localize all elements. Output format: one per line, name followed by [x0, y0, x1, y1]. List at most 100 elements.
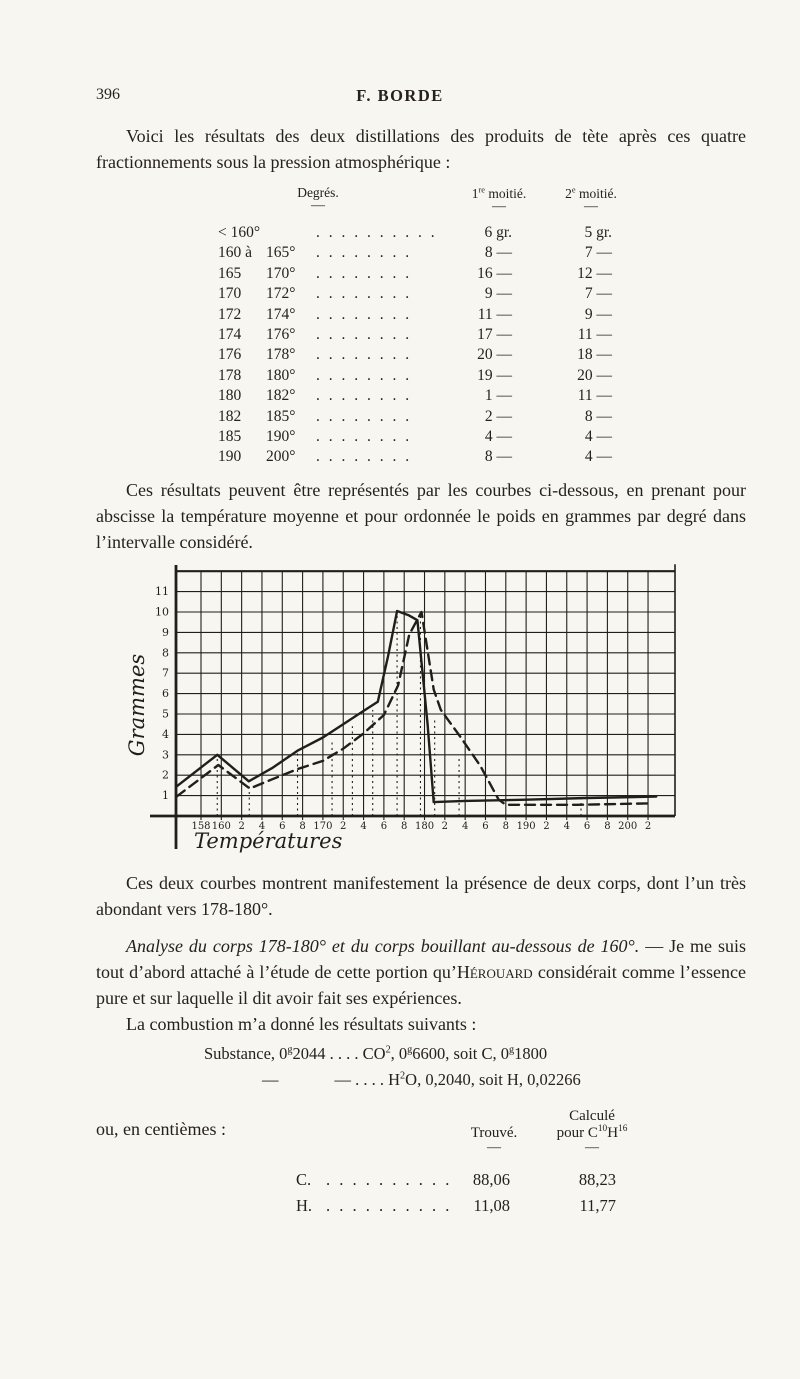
first-half-value: 20 — — [477, 346, 512, 364]
first-half-value: 6 gr. — [484, 224, 512, 241]
degrees-from: 176 — [218, 346, 242, 364]
degrees-to: 174° — [266, 305, 296, 323]
chart-intro-paragraph: Ces résultats peuvent être représentés p… — [96, 479, 746, 552]
table-row: 174 176° . . . . . . . . 17 — 11 — — [218, 325, 800, 345]
first-half-value: 2 — — [484, 407, 512, 425]
column-header-degrees: Degrés. — — [297, 185, 339, 213]
degrees-to: 165° — [266, 244, 296, 262]
svg-text:8: 8 — [401, 821, 407, 832]
second-half-value: 7 — — [584, 244, 612, 262]
trouve-value: 11,08 — [473, 1195, 510, 1215]
gram-superscript: g — [287, 1044, 293, 1056]
second-half-value: 9 — — [584, 305, 612, 323]
combustion-text: Substance, 0 — [204, 1043, 288, 1063]
herouard-name: Hérouard — [456, 961, 533, 982]
svg-text:6: 6 — [279, 821, 285, 832]
intro-paragraph: Voici les résultats des deux distillatio… — [96, 126, 746, 172]
header-rule: — — [584, 199, 598, 214]
column-header-calcule: Calculé pour C10H16— — [556, 1107, 628, 1155]
dot-leader: . . . . . . . . — [316, 264, 412, 282]
first-half-header-label: 1re moitié. — [471, 185, 527, 201]
degrees-to: 185° — [266, 407, 296, 425]
svg-text:8: 8 — [162, 646, 169, 659]
svg-text:6: 6 — [482, 821, 488, 832]
dot-leader: . . . . . . . . — [316, 346, 412, 364]
first-half-value: 9 — — [484, 285, 512, 303]
svg-text:Températures: Températures — [194, 829, 343, 853]
element-label: H. — [296, 1195, 313, 1215]
analysis-text: — Je me suis tout d’abord attaché à l’ét… — [96, 935, 746, 982]
svg-text:8: 8 — [503, 821, 509, 832]
element-label: C. — [296, 1169, 312, 1189]
ditto-dash: — — [334, 1069, 352, 1089]
analysis-paragraph: Analyse du corps 178-180° et du corps bo… — [96, 933, 746, 1011]
dot-leader: . . . . . . . . — [316, 407, 412, 425]
header-rule: — — [310, 198, 325, 213]
svg-text:200: 200 — [618, 821, 637, 832]
svg-text:1: 1 — [162, 789, 169, 802]
calcule-label: Calculé — [569, 1107, 615, 1124]
column-header-trouve: Trouvé. — — [470, 1124, 518, 1155]
first-half-value: 19 — — [477, 366, 512, 384]
svg-text:Grammes: Grammes — [125, 653, 149, 756]
calcule-value: 11,77 — [579, 1195, 616, 1215]
second-half-value: 11 — — [577, 387, 612, 405]
percentages-section: ou, en centièmes : Trouvé. — Calculé pour … — [0, 1101, 800, 1251]
svg-text:170: 170 — [313, 821, 332, 832]
degrees-from: 170 — [218, 285, 242, 303]
svg-text:7: 7 — [162, 667, 169, 680]
percentages-table: C. . . . . . . . . . . . . 88,06 88,23 H. . … — [0, 1101, 800, 1219]
dot-leader: . . . . . . . . — [316, 305, 412, 323]
svg-text:2: 2 — [162, 769, 169, 782]
dot-leader: . . . . . . . . — [316, 448, 412, 466]
degrees-from: < 160° — [218, 224, 261, 241]
svg-text:2: 2 — [238, 821, 244, 832]
h2o-superscript: 2 — [400, 1070, 406, 1082]
svg-text:3: 3 — [162, 748, 169, 761]
header-rule: — — [492, 199, 506, 214]
degrees-from: 190 — [218, 448, 242, 466]
table-row: C. . . . . . . . . . . . . 88,06 88,23 — [296, 1167, 800, 1193]
header-rule: — — [486, 1139, 501, 1155]
degrees-from: 172 — [218, 305, 242, 323]
formula-label: pour C10H16 — [556, 1123, 628, 1141]
trouve-label: Trouvé. — [470, 1124, 518, 1141]
table-row: 160 à 165° . . . . . . . . 8 — 7 — — [218, 243, 800, 263]
degrees-from: 160 à — [218, 244, 253, 262]
combustion-line-1: Substance, 0g2044 . . . . CO2, 0g6600, s… — [204, 1043, 548, 1063]
svg-text:6: 6 — [162, 687, 169, 700]
dot-leader: . . . . . . . . — [316, 326, 412, 344]
table-row: 182 185° . . . . . . . . 2 — 8 — — [218, 407, 800, 427]
svg-text:6: 6 — [584, 821, 590, 832]
ditto-dash: — — [262, 1069, 279, 1089]
degrees-header-label: Degrés. — [297, 185, 339, 200]
svg-text:8: 8 — [299, 821, 305, 832]
table-row: 170 172° . . . . . . . . 9 — 7 — — [218, 284, 800, 304]
svg-text:2: 2 — [340, 821, 346, 832]
svg-text:190: 190 — [517, 821, 536, 832]
degrees-from: 165 — [218, 264, 242, 282]
curves-conclusion-paragraph: Ces deux courbes montrent manifestement … — [96, 872, 746, 919]
dot-leader: . . . . . . . . — [316, 428, 412, 446]
page-header: 396 F. BORDE — [0, 0, 800, 108]
second-half-value: 7 — — [584, 285, 612, 303]
second-half-value: 11 — — [577, 326, 612, 344]
svg-text:4: 4 — [462, 821, 468, 832]
svg-text:2: 2 — [442, 821, 448, 832]
first-half-value: 8 — — [484, 448, 512, 466]
percentages-label: ou, en centièmes : — [96, 1118, 226, 1139]
degrees-to: 180° — [266, 366, 296, 384]
degrees-to: 200° — [266, 448, 296, 466]
combustion-line-2: — — . . . . H2O, 0,2040, soit H, 0,02266 — [262, 1069, 581, 1089]
degrees-to — [266, 223, 316, 243]
svg-text:5: 5 — [162, 707, 169, 720]
degrees-to: 182° — [266, 387, 296, 405]
table-row: 165 170° . . . . . . . . 16 — 12 — — [218, 264, 800, 284]
analysis-heading: Analyse du corps 178-180° et du corps bo… — [126, 935, 640, 956]
second-half-value: 4 — — [584, 448, 612, 466]
second-half-value: 18 — — [577, 346, 612, 364]
svg-text:11: 11 — [155, 585, 169, 598]
degrees-from: 180 — [218, 387, 242, 405]
table-row: 178 180° . . . . . . . . 19 — 20 — — [218, 366, 800, 386]
column-header-second-half: 2e moitié. — — [565, 186, 617, 214]
